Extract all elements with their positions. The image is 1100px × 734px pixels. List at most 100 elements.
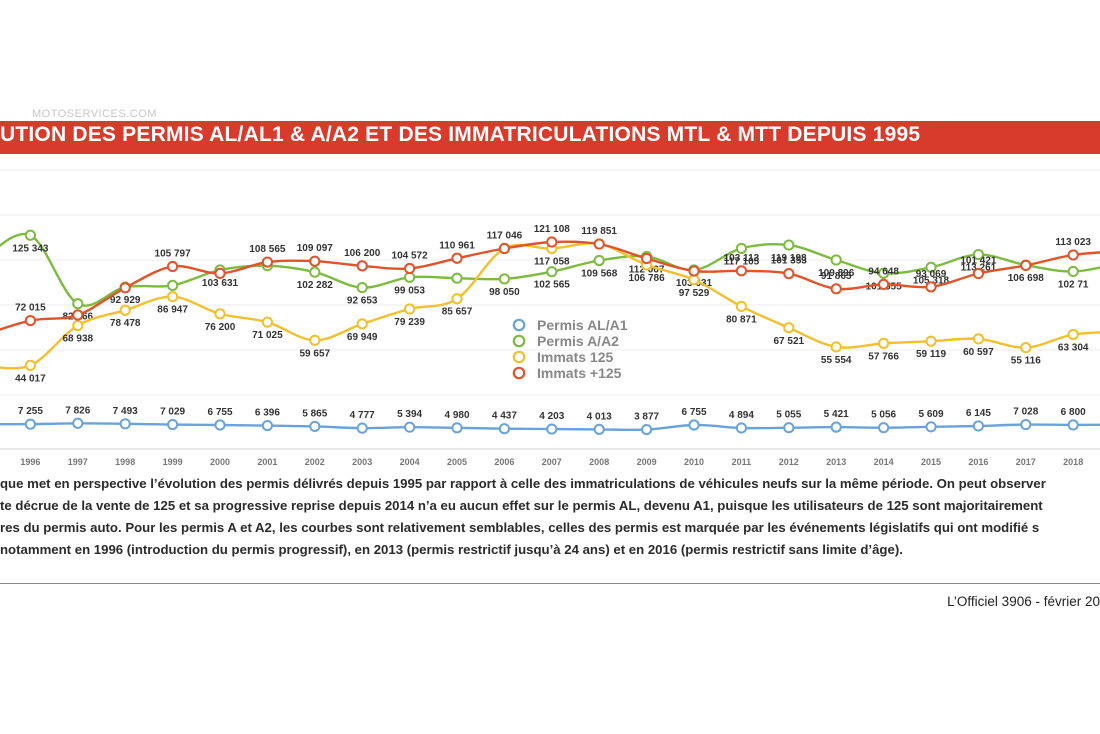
data-label: 108 565	[249, 244, 286, 255]
data-label: 110 961	[439, 240, 475, 251]
data-point	[593, 254, 605, 267]
data-label: 4 980	[444, 410, 469, 421]
data-label: 68 938	[63, 333, 94, 344]
data-point	[24, 418, 36, 430]
x-tick-label: 2001	[257, 457, 277, 467]
data-label: 59 119	[916, 349, 946, 360]
data-point	[214, 419, 226, 431]
data-label: 6 755	[207, 407, 232, 418]
line-chart: 1996 1997 1998 1999 2000 2001 2002 2003 2004 2005…	[0, 169, 1100, 467]
data-label: 113 023	[1055, 237, 1091, 248]
data-label: 106 200	[344, 248, 381, 259]
data-label: 7 255	[18, 406, 43, 417]
data-point	[1020, 418, 1032, 431]
x-tick-label: 2011	[732, 457, 752, 467]
data-label: 72 015	[15, 303, 46, 314]
data-point	[24, 314, 36, 327]
data-label: 5 055	[776, 410, 801, 421]
data-point	[830, 421, 842, 433]
data-label: 67 521	[774, 336, 805, 347]
data-label: 109 896	[818, 268, 855, 279]
data-label: 119 198	[771, 253, 807, 264]
x-tick-label: 2017	[1016, 457, 1036, 467]
x-tick-label: 1997	[68, 457, 88, 467]
data-point	[783, 268, 795, 280]
x-tick-label: 1999	[163, 457, 183, 467]
data-label: 80 871	[726, 314, 757, 325]
data-point	[878, 422, 890, 434]
data-point	[925, 281, 937, 293]
data-point	[783, 239, 795, 251]
data-label: 55 116	[1011, 356, 1041, 367]
data-label: 59 657	[300, 348, 331, 359]
data-point	[1020, 342, 1032, 354]
data-label: 92 929	[110, 295, 141, 306]
data-label: 121 108	[534, 224, 571, 235]
data-point	[404, 262, 416, 275]
data-label: 101 353	[771, 256, 808, 267]
data-point	[972, 267, 985, 280]
data-label: 93 069	[916, 269, 947, 280]
data-point	[546, 423, 558, 435]
legend-label: Immats 125	[537, 349, 613, 365]
data-point	[783, 322, 795, 334]
data-label: 5 056	[871, 410, 896, 421]
x-tick-label: 2005	[447, 457, 467, 467]
data-label: 55 554	[821, 355, 852, 366]
data-point	[972, 248, 985, 261]
title-banner: UTION DES PERMIS AL/AL1 & A/A2 ET DES IM…	[0, 121, 1100, 154]
data-point	[641, 423, 653, 436]
data-label: 99 053	[394, 285, 425, 296]
data-point	[451, 252, 463, 264]
data-label: 117 105	[724, 256, 760, 267]
data-label: 91 865	[821, 271, 852, 282]
x-tick-label: 2015	[921, 457, 941, 467]
data-label: 5 394	[397, 409, 422, 420]
data-point	[641, 252, 653, 265]
legend-label: Permis AL/A1	[537, 317, 628, 333]
data-label: 5 865	[302, 408, 327, 419]
x-tick-label: 2013	[826, 457, 846, 467]
data-point	[498, 423, 510, 435]
data-point	[878, 278, 890, 290]
data-point	[261, 316, 273, 328]
data-point	[546, 266, 558, 278]
data-label: 109 568	[581, 268, 618, 279]
legend-label: Permis A/A2	[537, 333, 619, 349]
data-point	[404, 271, 416, 283]
data-label: 117 058	[534, 257, 570, 268]
data-point	[1067, 419, 1079, 431]
data-point	[261, 256, 273, 268]
data-point	[498, 273, 510, 285]
data-label: 7 826	[65, 405, 90, 416]
data-point	[119, 304, 131, 316]
data-point	[451, 422, 463, 434]
data-point	[72, 309, 84, 321]
chart-title: UTION DES PERMIS AL/AL1 & A/A2 ET DES IM…	[0, 123, 921, 146]
data-label: 6 396	[255, 408, 280, 419]
x-tick-label: 2012	[779, 457, 799, 467]
x-tick-label: 2006	[494, 457, 514, 467]
x-tick-label: 2018	[1063, 457, 1083, 467]
data-point	[167, 291, 179, 303]
data-point	[1067, 265, 1079, 278]
x-tick-label: 2008	[589, 457, 609, 467]
data-point	[878, 337, 890, 349]
data-point	[593, 423, 605, 435]
source-reference: L’Officiel 3906 - février 20	[947, 594, 1100, 609]
data-label: 7 493	[113, 406, 138, 417]
data-point	[688, 265, 700, 277]
x-axis-ticks: 1996 1997 1998 1999 2000 2001 2002 2003 2004 2005…	[20, 457, 1083, 467]
x-tick-label: 2009	[637, 457, 657, 467]
data-label: 7 029	[160, 407, 185, 418]
data-point	[24, 359, 36, 371]
data-label: 44 017	[15, 373, 46, 384]
data-label: 104 572	[392, 250, 429, 261]
data-label: 125 343	[12, 243, 49, 254]
data-point	[356, 260, 368, 272]
data-label: 101 421	[960, 256, 997, 267]
x-tick-label: 2014	[874, 457, 894, 467]
data-point	[783, 422, 795, 434]
data-point	[925, 261, 937, 273]
